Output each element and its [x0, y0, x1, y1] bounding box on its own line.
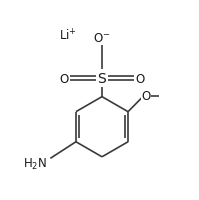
Text: O: O: [60, 72, 69, 85]
Text: H$_2$N: H$_2$N: [23, 156, 47, 171]
Text: O: O: [141, 90, 151, 103]
Text: S: S: [98, 72, 106, 86]
Text: Li$^{+}$: Li$^{+}$: [59, 28, 77, 43]
Text: O$^{-}$: O$^{-}$: [93, 32, 111, 45]
Text: O: O: [135, 72, 144, 85]
